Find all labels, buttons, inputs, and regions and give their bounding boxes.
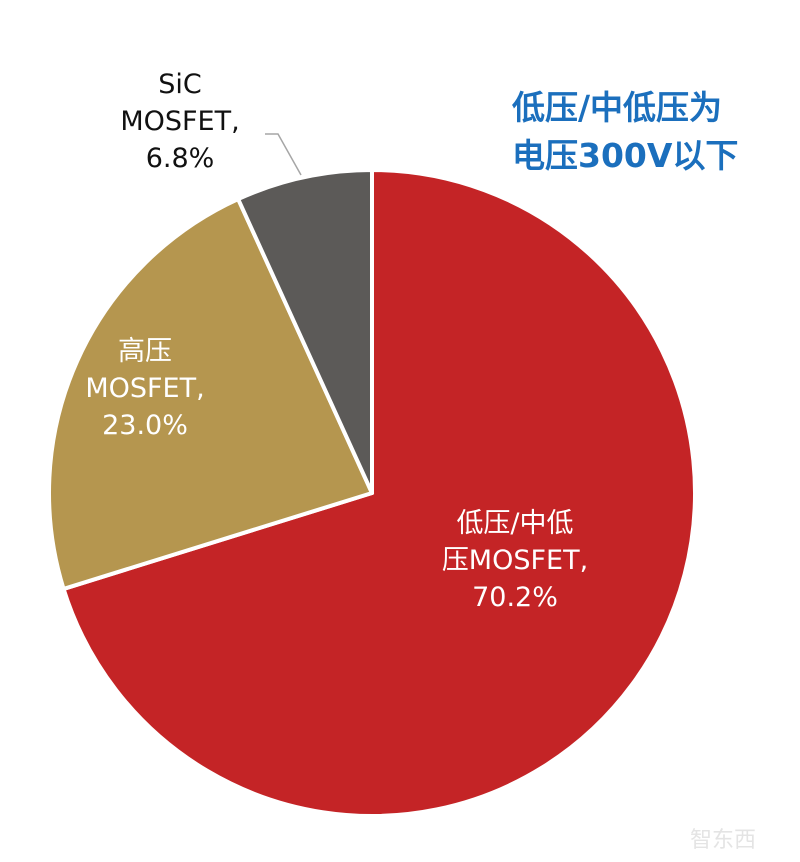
label-line: SiC xyxy=(158,69,202,100)
label-low-voltage: 低压/中低 压MOSFET, 70.2% xyxy=(430,505,600,616)
label-sic: SiC MOSFET, 6.8% xyxy=(105,66,255,177)
label-line: 低压/中低 xyxy=(456,508,574,539)
label-line: 70.2% xyxy=(472,582,558,613)
leader-line xyxy=(265,133,302,176)
label-line: MOSFET, xyxy=(85,373,205,404)
pie-slice xyxy=(236,168,374,495)
label-line: MOSFET, xyxy=(120,106,240,137)
label-line: 高压 xyxy=(118,336,172,367)
label-line: 23.0% xyxy=(102,410,188,441)
note-line: 低压/中低压为 xyxy=(512,88,723,127)
watermark: 智东西 xyxy=(690,828,757,853)
pie-slice xyxy=(61,168,697,818)
pie-slice xyxy=(47,197,374,591)
note-line: 电压300V以下 xyxy=(512,136,739,175)
label-high-voltage: 高压 MOSFET, 23.0% xyxy=(70,333,220,444)
label-line: 压MOSFET, xyxy=(441,545,589,576)
voltage-note: 低压/中低压为 电压300V以下 xyxy=(512,84,738,180)
label-line: 6.8% xyxy=(145,143,215,174)
